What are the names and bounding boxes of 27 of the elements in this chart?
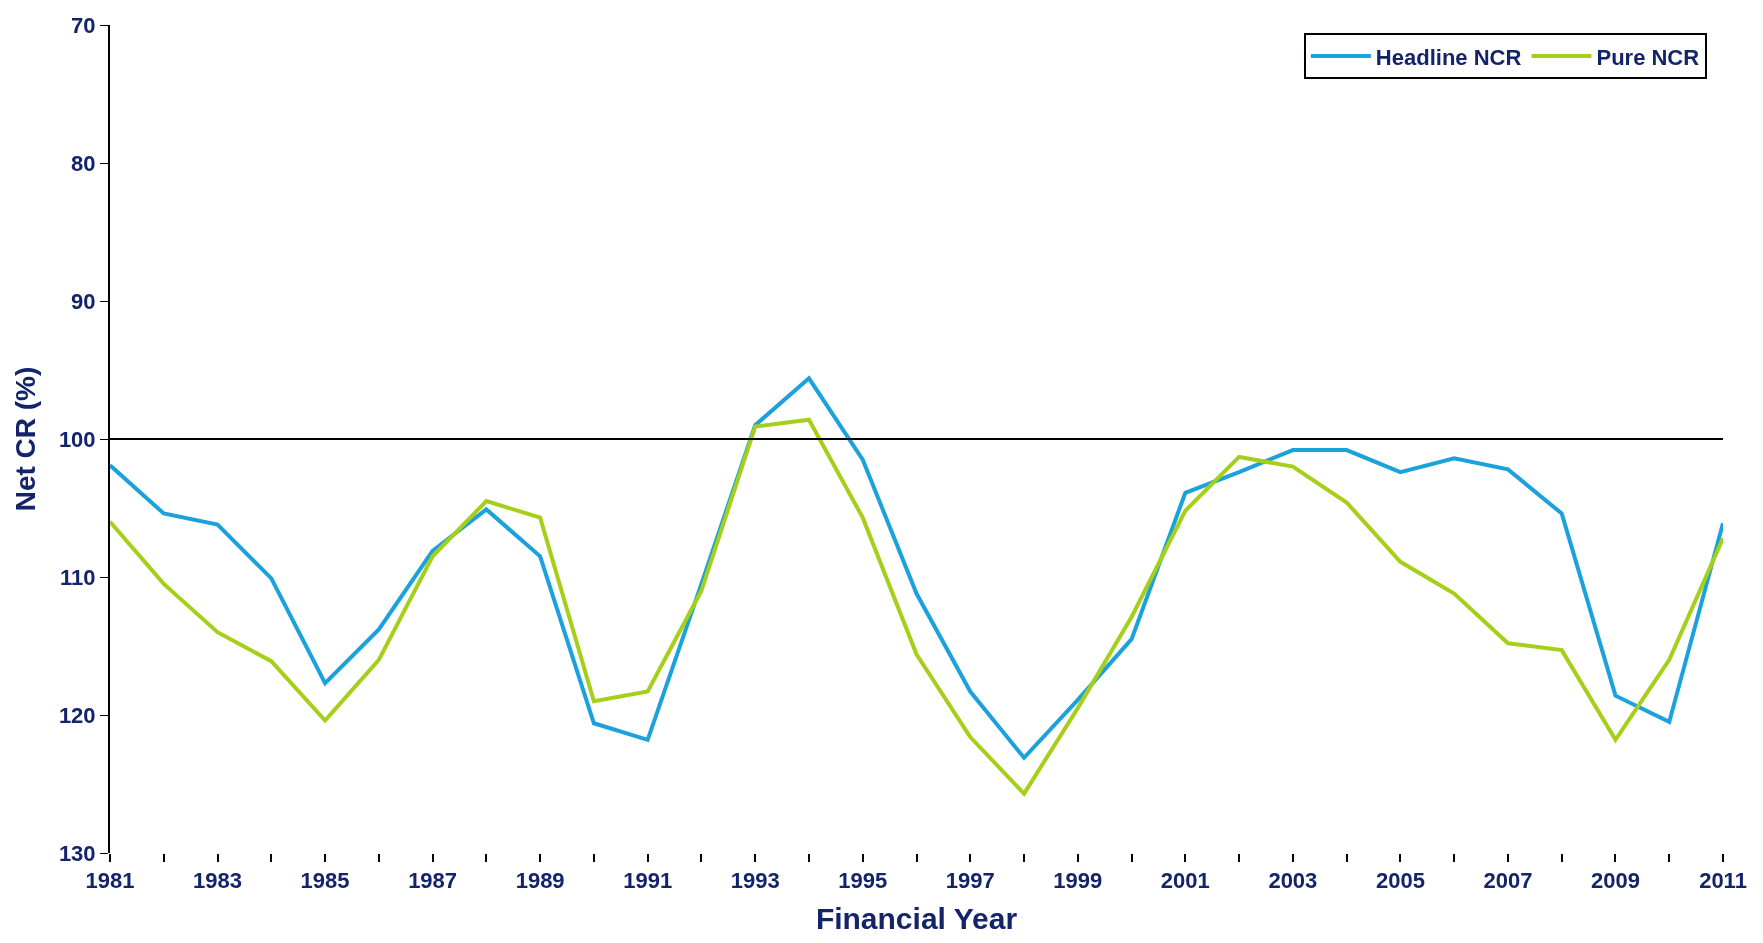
- y-axis-title: Net CR (%): [10, 366, 42, 512]
- x-tick-label: 2001: [1160, 868, 1210, 894]
- y-tick-label: 130: [58, 840, 96, 866]
- y-tick-label: 120: [58, 702, 96, 728]
- x-tick-label: 2009: [1590, 868, 1640, 894]
- y-tick-label: 90: [71, 288, 96, 314]
- x-tick-label: 1997: [945, 868, 995, 894]
- y-tick-label: 100: [58, 426, 96, 452]
- x-tick-label: 2005: [1375, 868, 1425, 894]
- y-tick-label: 80: [71, 150, 96, 176]
- x-tick-label: 2011: [1699, 868, 1747, 894]
- x-tick-label: 1989: [515, 868, 565, 894]
- x-tick-label: 1983: [193, 868, 243, 894]
- x-axis-title: Financial Year: [815, 901, 1018, 935]
- legend-label: Headline NCR: [1375, 44, 1522, 70]
- x-tick-label: 1985: [300, 868, 350, 894]
- x-tick-label: 1999: [1053, 868, 1103, 894]
- legend-label: Pure NCR: [1596, 44, 1700, 70]
- y-tick-label: 70: [71, 12, 96, 38]
- x-tick-label: 1991: [623, 868, 673, 894]
- x-tick-label: 2003: [1268, 868, 1318, 894]
- x-tick-label: 1995: [838, 868, 888, 894]
- x-tick-label: 1993: [730, 868, 780, 894]
- y-tick-label: 110: [60, 564, 96, 590]
- x-tick-label: 1981: [85, 868, 135, 894]
- x-tick-label: 1987: [408, 868, 458, 894]
- x-tick-label: 2007: [1483, 868, 1533, 894]
